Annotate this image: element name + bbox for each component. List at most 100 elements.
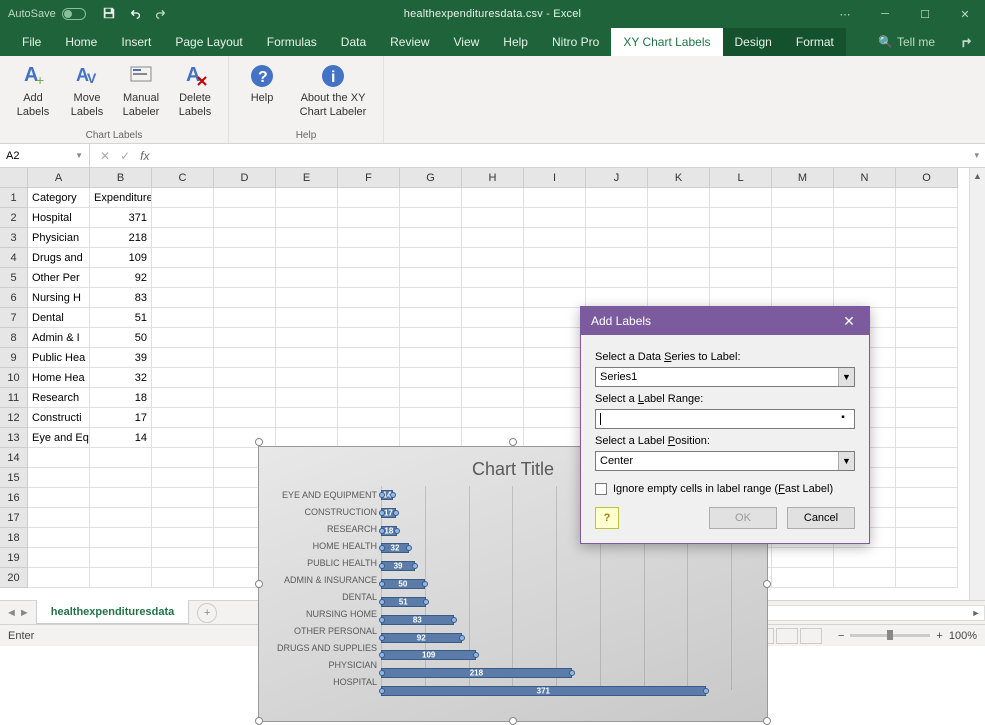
cell[interactable] bbox=[834, 208, 896, 228]
cell[interactable] bbox=[152, 448, 214, 468]
cell[interactable]: Research bbox=[28, 388, 90, 408]
cancel-icon[interactable]: ✕ bbox=[100, 149, 110, 163]
cell[interactable] bbox=[338, 308, 400, 328]
row-head[interactable]: 14 bbox=[0, 448, 28, 468]
cell[interactable] bbox=[400, 328, 462, 348]
cell[interactable] bbox=[896, 188, 958, 208]
cell[interactable] bbox=[152, 568, 214, 588]
cell[interactable] bbox=[896, 388, 958, 408]
cell[interactable]: Category bbox=[28, 188, 90, 208]
checkbox-icon[interactable] bbox=[595, 483, 607, 495]
cell[interactable] bbox=[896, 328, 958, 348]
cell[interactable] bbox=[90, 448, 152, 468]
manual-button[interactable]: ManualLabeler bbox=[116, 58, 166, 130]
tab-view[interactable]: View bbox=[442, 28, 492, 56]
cell[interactable] bbox=[214, 428, 276, 448]
col-head[interactable]: E bbox=[276, 168, 338, 188]
cell[interactable] bbox=[524, 228, 586, 248]
range-picker-icon[interactable]: ▪ bbox=[836, 412, 850, 426]
cell[interactable] bbox=[28, 488, 90, 508]
redo-icon[interactable] bbox=[154, 6, 168, 23]
cell[interactable] bbox=[834, 288, 896, 308]
cell[interactable] bbox=[524, 408, 586, 428]
scroll-up-icon[interactable]: ▲ bbox=[970, 168, 985, 184]
cell[interactable] bbox=[152, 528, 214, 548]
cell[interactable]: Eye and Eq bbox=[28, 428, 90, 448]
tab-formulas[interactable]: Formulas bbox=[255, 28, 329, 56]
cell[interactable] bbox=[586, 288, 648, 308]
cell[interactable] bbox=[896, 348, 958, 368]
cell[interactable] bbox=[28, 468, 90, 488]
cell[interactable] bbox=[152, 328, 214, 348]
cell[interactable] bbox=[90, 568, 152, 588]
cell[interactable]: 371 bbox=[90, 208, 152, 228]
ok-button[interactable]: OK bbox=[709, 507, 777, 529]
chart-bar[interactable]: 83 bbox=[381, 615, 454, 625]
cell[interactable]: 18 bbox=[90, 388, 152, 408]
cell[interactable] bbox=[462, 408, 524, 428]
cell[interactable] bbox=[400, 228, 462, 248]
cell[interactable] bbox=[214, 208, 276, 228]
tab-page-layout[interactable]: Page Layout bbox=[163, 28, 254, 56]
cell[interactable] bbox=[214, 268, 276, 288]
cell[interactable]: Home Hea bbox=[28, 368, 90, 388]
cell[interactable] bbox=[524, 308, 586, 328]
row-head[interactable]: 13 bbox=[0, 428, 28, 448]
row-head[interactable]: 15 bbox=[0, 468, 28, 488]
chart-bar[interactable]: 371 bbox=[381, 686, 706, 696]
minimize-button[interactable]: ─ bbox=[865, 0, 905, 28]
cell[interactable]: 92 bbox=[90, 268, 152, 288]
col-head[interactable]: A bbox=[28, 168, 90, 188]
about-the-xy-button[interactable]: iAbout the XYChart Labeler bbox=[291, 58, 375, 130]
dropdown-icon[interactable]: ▼ bbox=[838, 368, 854, 386]
chart-bar[interactable]: 39 bbox=[381, 561, 415, 571]
cell[interactable] bbox=[276, 348, 338, 368]
cell[interactable] bbox=[338, 208, 400, 228]
position-select[interactable]: Center ▼ bbox=[595, 451, 855, 471]
chart-bar[interactable]: 51 bbox=[381, 597, 426, 607]
cell[interactable] bbox=[648, 208, 710, 228]
cell[interactable] bbox=[400, 368, 462, 388]
cell[interactable] bbox=[400, 208, 462, 228]
cell[interactable] bbox=[338, 388, 400, 408]
row-head[interactable]: 11 bbox=[0, 388, 28, 408]
row-head[interactable]: 2 bbox=[0, 208, 28, 228]
cell[interactable] bbox=[462, 308, 524, 328]
row-head[interactable]: 18 bbox=[0, 528, 28, 548]
row-head[interactable]: 6 bbox=[0, 288, 28, 308]
cell[interactable] bbox=[214, 328, 276, 348]
cell[interactable] bbox=[276, 208, 338, 228]
cell[interactable]: Expenditures bbox=[90, 188, 152, 208]
cell[interactable] bbox=[214, 308, 276, 328]
cell[interactable] bbox=[524, 288, 586, 308]
row-head[interactable]: 19 bbox=[0, 548, 28, 568]
cell[interactable] bbox=[276, 388, 338, 408]
resize-handle[interactable] bbox=[509, 717, 517, 725]
cell[interactable] bbox=[214, 248, 276, 268]
cell[interactable] bbox=[214, 388, 276, 408]
cell[interactable] bbox=[152, 508, 214, 528]
autosave-toggle[interactable]: AutoSave bbox=[0, 8, 94, 20]
cell[interactable] bbox=[462, 288, 524, 308]
tab-format[interactable]: Format bbox=[784, 28, 846, 56]
cell[interactable] bbox=[586, 268, 648, 288]
cell[interactable] bbox=[896, 228, 958, 248]
cell[interactable]: 14 bbox=[90, 428, 152, 448]
cell[interactable] bbox=[896, 528, 958, 548]
chart-bar[interactable]: 17 bbox=[381, 508, 396, 518]
cell[interactable] bbox=[28, 528, 90, 548]
cell[interactable] bbox=[710, 288, 772, 308]
help-button[interactable]: ?Help bbox=[237, 58, 287, 130]
cell[interactable]: 32 bbox=[90, 368, 152, 388]
cell[interactable] bbox=[462, 248, 524, 268]
cell[interactable] bbox=[710, 228, 772, 248]
tab-xy-chart-labels[interactable]: XY Chart Labels bbox=[611, 28, 722, 56]
fast-label-checkbox[interactable]: Ignore empty cells in label range (Fast … bbox=[595, 483, 855, 495]
dialog-close-icon[interactable]: ✕ bbox=[839, 313, 859, 330]
cell[interactable] bbox=[152, 428, 214, 448]
vertical-scrollbar[interactable]: ▲ bbox=[969, 168, 985, 600]
cell[interactable] bbox=[896, 408, 958, 428]
cell[interactable] bbox=[710, 268, 772, 288]
sheet-nav-prev-icon[interactable]: ◄ bbox=[6, 607, 17, 619]
cell[interactable] bbox=[896, 468, 958, 488]
